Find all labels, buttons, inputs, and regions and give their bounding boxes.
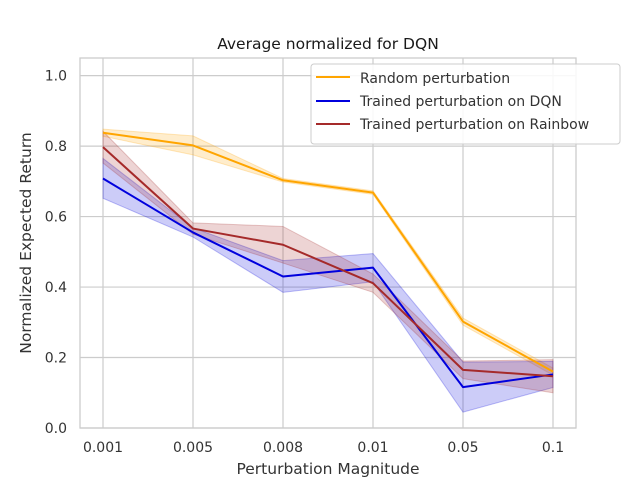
y-axis-label: Normalized Expected Return xyxy=(17,132,35,354)
legend: Random perturbation Trained perturbation… xyxy=(310,63,621,145)
line-trained-rainbow xyxy=(102,146,554,378)
x-axis-label: Perturbation Magnitude xyxy=(236,460,419,478)
y-tick-label: 0.8 xyxy=(45,139,67,155)
x-tick-label: 0.005 xyxy=(173,440,213,456)
plot-frame xyxy=(79,57,577,429)
y-tick-label: 0.2 xyxy=(45,351,67,367)
legend-label-random: Random perturbation xyxy=(360,71,510,87)
x-tick-label: 0.008 xyxy=(263,440,303,456)
line-trained-dqn xyxy=(102,177,554,389)
legend-label-trained-rainbow: Trained perturbation on Rainbow xyxy=(359,117,589,133)
x-tick-label: 0.01 xyxy=(357,440,388,456)
y-tick-label: 0.0 xyxy=(45,421,67,437)
y-tick-label: 0.6 xyxy=(45,210,67,226)
band-trained-rainbow xyxy=(102,130,554,394)
confidence-bands xyxy=(102,128,554,413)
x-tick-label: 0.05 xyxy=(447,440,478,456)
y-tick-label: 0.4 xyxy=(45,280,67,296)
chart-title: Average normalized for DQN xyxy=(217,35,439,53)
line-random xyxy=(102,131,554,373)
y-tick-label: 1.0 xyxy=(45,69,67,85)
legend-label-trained-dqn: Trained perturbation on DQN xyxy=(359,94,562,110)
x-tick-label: 0.001 xyxy=(83,440,123,456)
x-tick-label: 0.1 xyxy=(542,440,564,456)
series-lines xyxy=(102,131,554,389)
y-axis-ticks: 0.0 0.2 0.4 0.6 0.8 1.0 xyxy=(45,69,67,437)
x-axis-ticks: 0.001 0.005 0.008 0.01 0.05 0.1 xyxy=(83,440,564,456)
legend-box xyxy=(310,63,621,145)
